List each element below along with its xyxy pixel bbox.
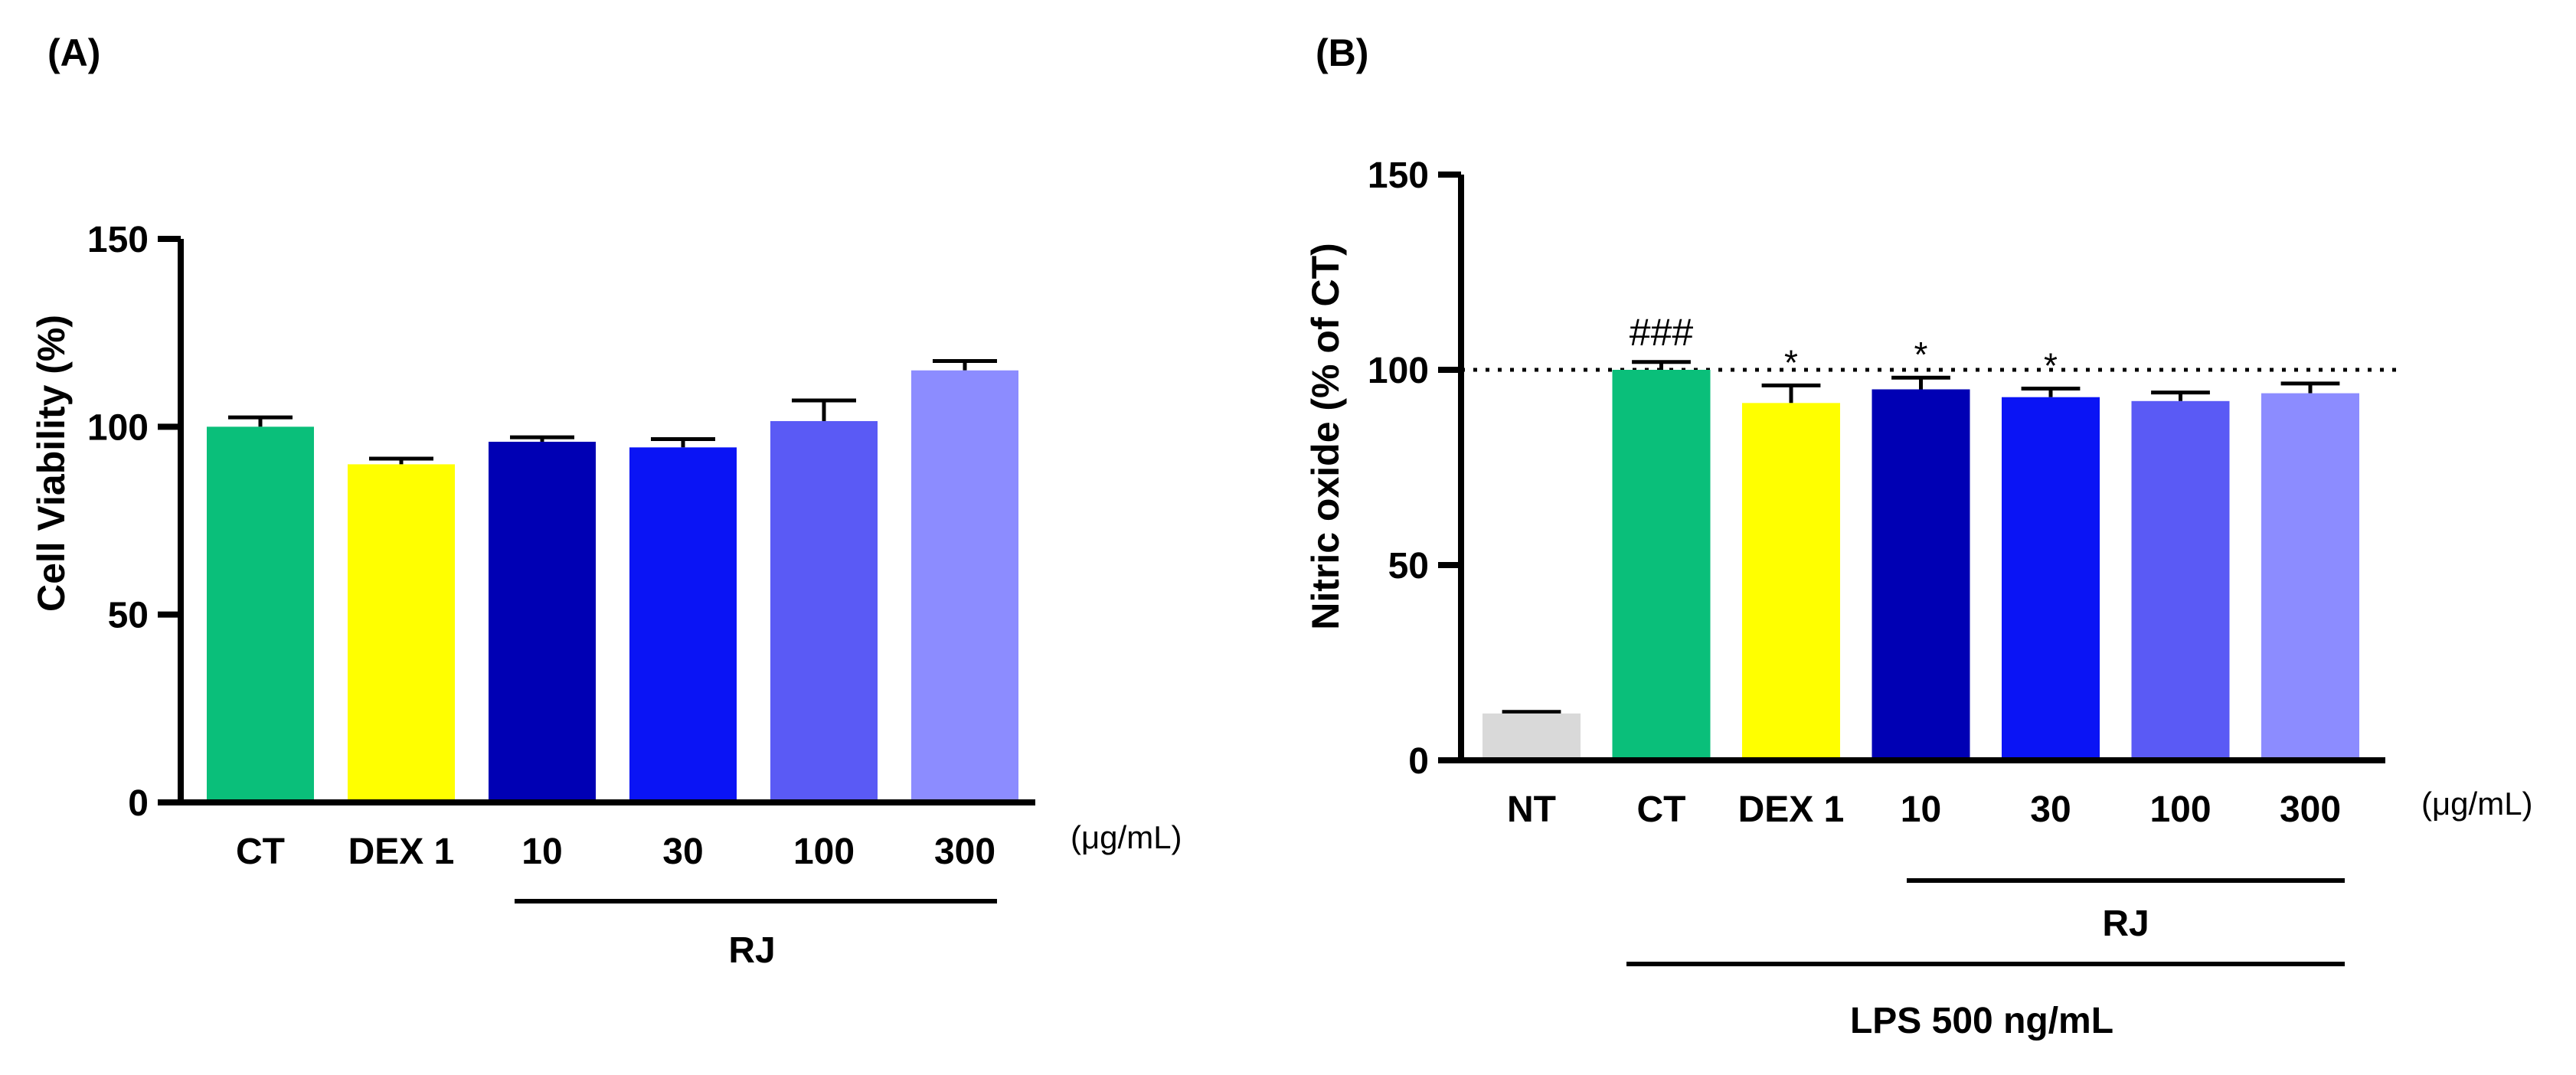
panel-b-bar-10	[1872, 389, 1970, 757]
panel-a-category-label: CT	[236, 832, 285, 872]
panel-a-y-tick-label: 50	[108, 596, 149, 636]
panel-a-bar-ct	[207, 426, 314, 799]
panel-b-category-label: 100	[2149, 789, 2211, 830]
panel-b-group-label: RJ	[2102, 903, 2149, 944]
panel-a-category-label: DEX 1	[348, 832, 455, 872]
panel-b-significance-mark: ###	[1630, 311, 1694, 354]
panel-a-category-label: 30	[662, 832, 703, 872]
panel-a-category-label: 300	[934, 832, 995, 872]
panel-b-bar-dex-1	[1742, 403, 1840, 757]
panel-a-category-label: 10	[521, 832, 562, 872]
panel-b-category-label: DEX 1	[1738, 789, 1845, 830]
panel-b-category-label: 300	[2280, 789, 2341, 830]
panel-b-bar-300	[2261, 393, 2359, 757]
panel-b-significance-mark: *	[1914, 335, 1928, 374]
panel-a-unit-label: (μg/mL)	[1071, 819, 1182, 855]
panel-b-bar-30	[2002, 397, 2100, 757]
panel-a-bar-dex-1	[348, 464, 455, 799]
panel-b-category-label: 30	[2030, 789, 2071, 830]
panel-a-y-tick-label: 0	[128, 783, 149, 824]
panel-a-label: (A)	[47, 31, 100, 74]
panel-a-group-label: RJ	[728, 930, 775, 971]
panel-b-y-tick-label: 50	[1388, 546, 1429, 587]
panel-a-y-tick-label: 150	[87, 220, 149, 260]
panel-b-bar-nt	[1483, 713, 1581, 757]
panel-a-bar-100	[770, 420, 878, 799]
panel-b-y-tick-label: 100	[1368, 351, 1429, 391]
panel-b-unit-label: (μg/mL)	[2421, 786, 2533, 822]
panel-a-category-label: 100	[793, 832, 855, 872]
panel-b-y-tick-label: 0	[1408, 741, 1429, 782]
panel-a-chart: 0 50 100 150 CT DEX 1 10 30 100 300	[87, 220, 1035, 872]
panel-b-ylabel: Nitric oxide (% of CT)	[1304, 243, 1347, 630]
panel-b-chart: 0 50 100 150 NT CT ### DEX 1 * 10 * 30 * 100 300	[1368, 155, 2401, 830]
panel-a-bar-10	[489, 441, 596, 799]
panel-b-category-label: CT	[1637, 789, 1686, 830]
panel-a-ylabel: Cell Viability (%)	[30, 315, 73, 612]
panel-b-significance-mark: *	[1784, 342, 1798, 382]
panel-b-significance-mark: *	[2044, 345, 2058, 385]
panel-b-bar-100	[2131, 400, 2230, 757]
panel-a-bar-30	[629, 447, 737, 799]
panel-b-bar-ct	[1612, 370, 1711, 757]
panel-a-bar-300	[911, 370, 1018, 799]
panel-b-label: (B)	[1316, 31, 1368, 74]
panel-b-y-tick-label: 150	[1368, 155, 1429, 196]
panel-b-category-label: 10	[1901, 789, 1941, 830]
panel-a-y-tick-label: 100	[87, 407, 149, 448]
panel-b-treatment-label: LPS 500 ng/mL	[1850, 1001, 2113, 1041]
panel-b-category-label: NT	[1507, 789, 1556, 830]
